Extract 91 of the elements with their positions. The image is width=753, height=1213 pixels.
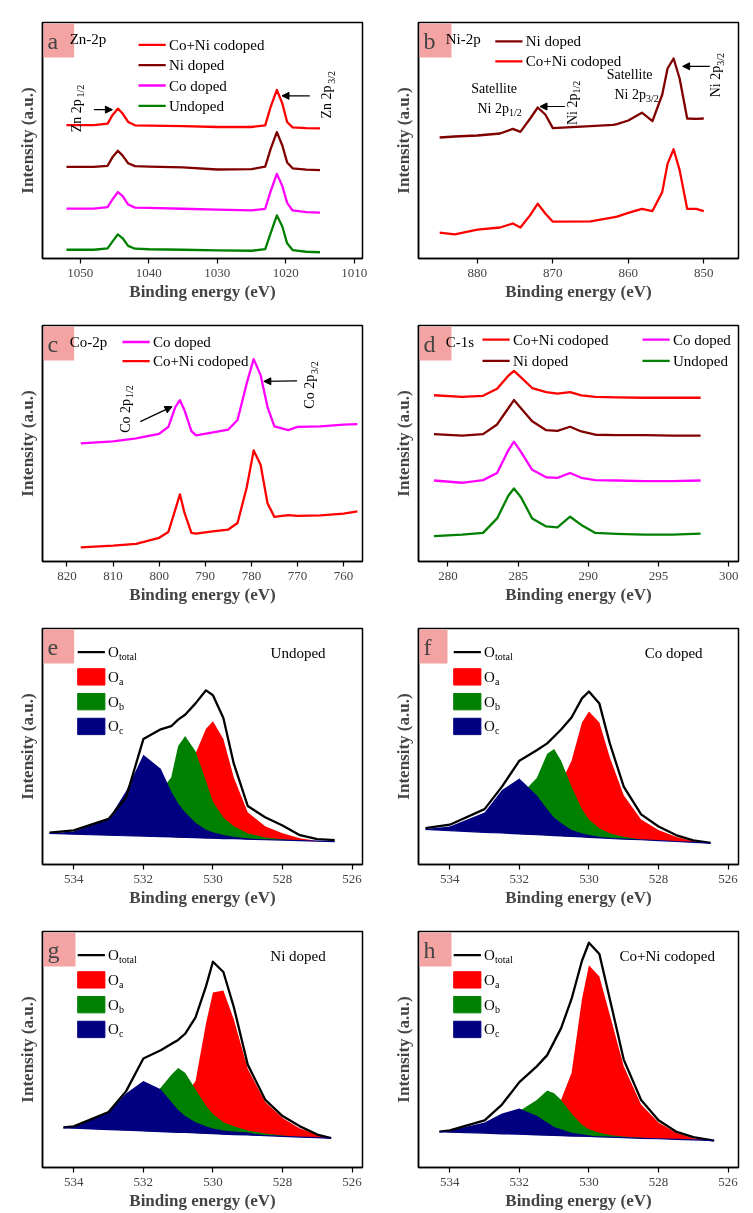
legend-label: Co+Ni codoped — [168, 36, 265, 53]
x-tick-label: 880 — [467, 264, 488, 280]
text: a — [47, 27, 59, 54]
text: f — [423, 633, 432, 660]
text: Ni-2p — [445, 30, 481, 47]
x-axis-title: Binding energy (eV) — [505, 281, 652, 301]
annotation: Co 2p3/2 — [302, 361, 320, 409]
y-axis-title: Intensity (a.u.) — [17, 390, 37, 497]
legend-label: Co+Ni codoped — [512, 331, 609, 348]
x-tick-label: 532 — [133, 1173, 154, 1189]
x-tick-label: 790 — [195, 567, 216, 583]
x-tick-label: 300 — [718, 567, 739, 583]
x-tick-label: 534 — [440, 1173, 461, 1189]
x-tick-label: 534 — [64, 1173, 85, 1189]
x-tick-label: 1020 — [272, 264, 299, 280]
y-axis-title: Intensity (a.u.) — [393, 390, 413, 497]
y-axis-title: Intensity (a.u.) — [393, 693, 413, 800]
annotation: Ni 2p1/2 — [564, 80, 583, 126]
x-axis-title: Binding energy (eV) — [129, 887, 276, 907]
x-tick-label: 526 — [718, 1173, 739, 1189]
text: Co-2p — [69, 333, 108, 350]
x-tick-label: 820 — [57, 567, 77, 583]
text: Zn-2p — [69, 30, 107, 47]
text: Co doped — [644, 645, 704, 662]
x-tick-label: 870 — [543, 264, 563, 280]
annotation: Co 2p1/2 — [118, 385, 136, 433]
legend-label: Undoped — [672, 352, 729, 369]
text: Undoped — [270, 645, 327, 662]
x-axis-title: Binding energy (eV) — [129, 584, 276, 604]
x-tick-label: 530 — [203, 1173, 223, 1189]
legend-label: Ni doped — [525, 33, 582, 50]
x-tick-label: 526 — [718, 870, 739, 886]
x-tick-label: 526 — [342, 1173, 363, 1189]
legend-label: Undoped — [168, 97, 225, 114]
x-tick-label: 1050 — [67, 264, 94, 280]
x-tick-label: 1040 — [135, 264, 162, 280]
x-axis-title: Binding energy (eV) — [129, 1190, 276, 1210]
x-tick-label: 532 — [509, 1173, 530, 1189]
annotation: Ni doped — [270, 948, 327, 965]
legend-label: Co doped — [168, 77, 228, 94]
x-tick-label: 532 — [509, 870, 530, 886]
annotation: Zn 2p3/2 — [319, 71, 337, 119]
legend-label: Ni doped — [512, 352, 569, 369]
x-tick-label: 295 — [648, 567, 669, 583]
y-axis-title: Intensity (a.u.) — [393, 996, 413, 1103]
text: d — [423, 330, 436, 357]
text: b — [423, 27, 436, 54]
y-axis-title: Intensity (a.u.) — [393, 87, 413, 194]
x-tick-label: 528 — [272, 1173, 293, 1189]
x-tick-label: 1010 — [341, 264, 368, 280]
x-axis-title: Binding energy (eV) — [505, 1190, 652, 1210]
x-tick-label: 770 — [287, 567, 308, 583]
x-tick-label: 1030 — [204, 264, 231, 280]
annotation: Satellite — [471, 81, 518, 97]
x-tick-label: 532 — [133, 870, 154, 886]
x-tick-label: 860 — [618, 264, 639, 280]
annotation: Ni 2p3/2 — [708, 52, 726, 98]
y-axis-title: Intensity (a.u.) — [17, 87, 37, 194]
x-tick-label: 280 — [438, 567, 458, 583]
x-tick-label: 285 — [508, 567, 528, 583]
x-tick-label: 526 — [342, 870, 363, 886]
x-tick-label: 528 — [648, 1173, 669, 1189]
legend-label: Co doped — [152, 334, 212, 351]
text: C-1s — [445, 333, 475, 350]
x-tick-label: 534 — [440, 870, 461, 886]
text: c — [47, 330, 59, 357]
y-axis-title: Intensity (a.u.) — [17, 996, 37, 1103]
x-tick-label: 530 — [203, 870, 223, 886]
legend-label: Ni doped — [168, 57, 225, 74]
annotation: h — [423, 936, 436, 963]
x-tick-label: 530 — [579, 870, 599, 886]
x-axis-title: Binding energy (eV) — [129, 281, 276, 301]
x-tick-label: 528 — [272, 870, 293, 886]
x-tick-label: 810 — [103, 567, 123, 583]
text: e — [47, 633, 59, 660]
annotation: g — [47, 936, 60, 963]
legend-label: Co doped — [672, 331, 732, 348]
x-tick-label: 290 — [578, 567, 599, 583]
x-tick-label: 528 — [648, 870, 669, 886]
x-axis-title: Binding energy (eV) — [505, 584, 652, 604]
x-tick-label: 800 — [149, 567, 169, 583]
x-tick-label: 760 — [333, 567, 354, 583]
x-tick-label: 850 — [694, 264, 714, 280]
x-tick-label: 534 — [64, 870, 85, 886]
annotation: Co+Ni codoped — [619, 948, 716, 965]
y-axis-title: Intensity (a.u.) — [17, 693, 37, 800]
annotation: Zn 2p1/2 — [69, 84, 87, 133]
x-axis-title: Binding energy (eV) — [505, 887, 652, 907]
legend-label: Co+Ni codoped — [152, 353, 249, 370]
x-tick-label: 530 — [579, 1173, 599, 1189]
x-tick-label: 780 — [241, 567, 262, 583]
